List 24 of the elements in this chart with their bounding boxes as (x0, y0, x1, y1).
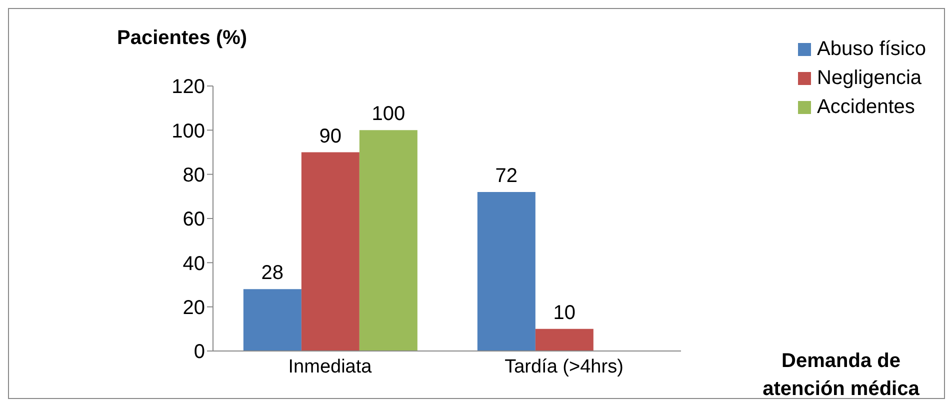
bar (535, 328, 594, 351)
bar (477, 192, 536, 351)
data-label: 90 (319, 125, 342, 148)
data-label: 100 (372, 103, 406, 126)
legend-label: Accidentes (817, 96, 915, 119)
bar (243, 289, 302, 351)
data-label: 72 (495, 165, 518, 187)
x-axis-title: Demanda de atención médica (762, 349, 920, 402)
y-tick-label: 120 (172, 76, 205, 98)
data-label: 28 (261, 262, 284, 284)
x-tick-label: Tardía (>4hrs) (504, 356, 624, 378)
legend-label: Abuso físico (817, 38, 926, 61)
y-tick-label: 20 (182, 296, 205, 319)
y-axis-title: Pacientes (%) (117, 27, 248, 50)
y-tick-label: 0 (194, 341, 205, 364)
bar (359, 130, 418, 351)
y-tick-label: 80 (182, 164, 205, 186)
x-tick-label: Inmediata (288, 356, 372, 378)
legend-label: Negligencia (817, 67, 922, 90)
y-tick-label: 40 (182, 252, 205, 275)
bar (301, 152, 360, 351)
y-tick-label: 60 (182, 208, 205, 231)
y-tick-label: 100 (172, 120, 205, 142)
data-label: 10 (553, 302, 576, 324)
